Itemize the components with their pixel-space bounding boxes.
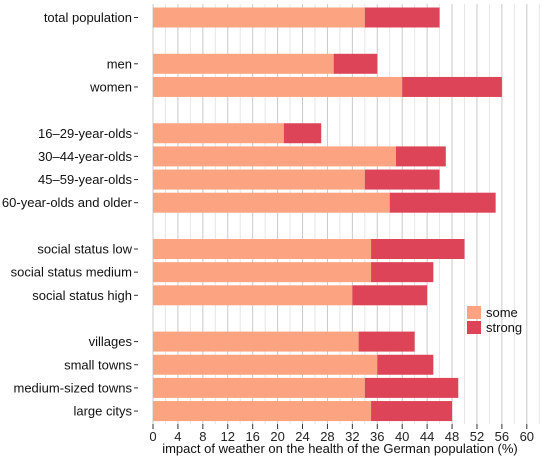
bar-some — [153, 123, 284, 144]
x-tick-label: 48 — [445, 429, 459, 444]
legend-swatch-some — [467, 306, 481, 319]
bar-some — [153, 7, 365, 28]
legend-swatch-strong — [467, 321, 481, 334]
x-axis-title: impact of weather on the health of the G… — [162, 441, 518, 456]
bar-some — [153, 76, 403, 97]
x-tick-label: 28 — [320, 429, 334, 444]
bar-some — [153, 192, 390, 213]
x-tick-label: 12 — [221, 429, 235, 444]
bar-some — [153, 262, 372, 283]
category-label: social status high — [32, 288, 132, 303]
bar-strong — [364, 377, 459, 398]
x-tick-label: 44 — [420, 429, 434, 444]
x-tick-label: 0 — [149, 429, 156, 444]
bar-some — [153, 401, 372, 422]
category-label: men — [107, 56, 132, 71]
bar-some — [153, 354, 378, 375]
category-label: women — [89, 79, 132, 94]
category-label: social status medium — [11, 265, 132, 280]
bar-some — [153, 239, 372, 259]
x-tick-label: 20 — [270, 429, 284, 444]
bar-some — [153, 331, 359, 352]
bar-some — [153, 377, 365, 398]
x-tick-label: 24 — [295, 429, 309, 444]
bars — [153, 7, 502, 422]
category-labels: total population men women 16–29-year-olds 3… — [2, 10, 138, 419]
bar-strong — [364, 169, 440, 190]
x-tick-label: 52 — [470, 429, 484, 444]
category-label: social status low — [37, 242, 132, 257]
x-axis: 0 4 8 12 16 20 24 28 32 36 40 44 48 52 56 60 — [149, 424, 534, 444]
x-tick-label: 56 — [495, 429, 509, 444]
bar-strong — [402, 76, 502, 97]
x-tick-label: 60 — [520, 429, 534, 444]
bar-strong — [395, 146, 446, 167]
x-tick-label: 36 — [370, 429, 384, 444]
bar-strong — [371, 239, 465, 259]
x-tick-label: 32 — [345, 429, 359, 444]
bar-strong — [333, 53, 378, 74]
x-tick-label: 4 — [174, 429, 181, 444]
bar-strong — [371, 401, 453, 422]
bar-strong — [364, 7, 440, 28]
category-label: large citys — [73, 404, 132, 419]
category-label: villages — [89, 334, 133, 349]
category-label: 45–59-year-olds — [38, 172, 132, 187]
category-label: total population — [44, 10, 132, 25]
bar-strong — [358, 331, 415, 352]
bar-strong — [371, 262, 434, 283]
x-tick-label: 16 — [245, 429, 259, 444]
bar-strong — [389, 192, 496, 213]
bar-some — [153, 53, 334, 74]
legend-label-some: some — [486, 305, 518, 320]
bar-some — [153, 146, 396, 167]
bar-strong — [283, 123, 322, 144]
category-label: small towns — [64, 357, 132, 372]
x-tick-label: 40 — [395, 429, 409, 444]
category-label: 60-year-olds and older — [2, 195, 133, 210]
x-tick-label: 8 — [199, 429, 206, 444]
bar-some — [153, 285, 353, 306]
category-label: 30–44-year-olds — [38, 149, 132, 164]
grid-lines — [152, 4, 540, 424]
bar-strong — [377, 354, 434, 375]
category-label: 16–29-year-olds — [38, 126, 132, 141]
category-label: medium-sized towns — [14, 380, 133, 395]
bar-some — [153, 169, 365, 190]
legend-label-strong: strong — [486, 320, 522, 335]
bar-strong — [352, 285, 428, 306]
